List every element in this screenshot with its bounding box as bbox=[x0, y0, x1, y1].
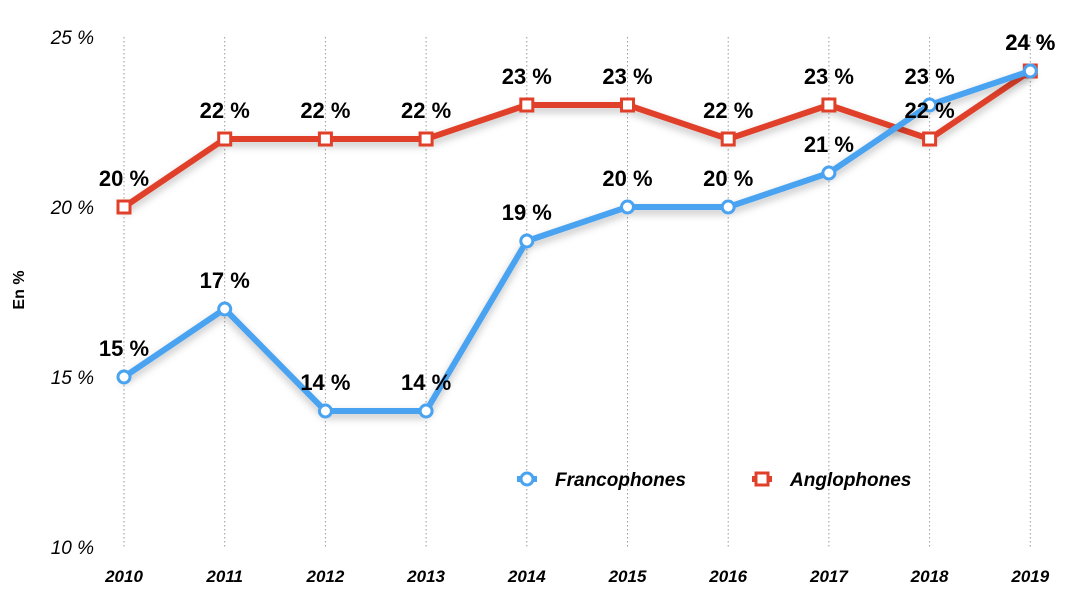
data-label-anglophones-2019: 24 % bbox=[1005, 30, 1055, 55]
point-francophones-2017 bbox=[821, 165, 837, 181]
legend-label-anglophones: Anglophones bbox=[789, 470, 911, 491]
data-label-anglophones-2012: 22 % bbox=[300, 98, 350, 123]
data-label-anglophones-2010: 20 % bbox=[99, 166, 149, 191]
point-anglophones-2017 bbox=[821, 97, 837, 113]
point-francophones-2016 bbox=[720, 199, 736, 215]
data-label-francophones-2015: 20 % bbox=[602, 166, 652, 191]
point-francophones-2018 bbox=[922, 97, 938, 113]
data-label-anglophones-2011: 22 % bbox=[200, 98, 250, 123]
legend-label-francophones: Francophones bbox=[555, 470, 686, 491]
point-anglophones-2015 bbox=[620, 97, 635, 113]
data-label-francophones-2010: 15 % bbox=[99, 336, 149, 361]
x-tick-label: 2018 bbox=[910, 567, 949, 586]
series-francophones bbox=[116, 63, 1038, 419]
data-label-francophones-2013: 14 % bbox=[401, 370, 451, 395]
data-label-anglophones-2017: 23 % bbox=[804, 64, 854, 89]
data-label-anglophones-2014: 23 % bbox=[502, 64, 552, 89]
data-label-anglophones-2018: 22 % bbox=[905, 98, 955, 123]
legend-marker-francophones bbox=[519, 471, 535, 487]
x-tick-label: 2012 bbox=[305, 567, 344, 586]
x-tick-label: 2015 bbox=[608, 567, 647, 586]
x-tick-label: 2014 bbox=[507, 567, 546, 586]
point-anglophones-2014 bbox=[519, 97, 535, 113]
data-label-francophones-2019: 24 % bbox=[1005, 30, 1055, 55]
x-tick-label: 2019 bbox=[1010, 567, 1049, 586]
series-layer bbox=[116, 63, 1038, 419]
point-anglophones-2013 bbox=[418, 131, 434, 147]
data-label-francophones-2014: 19 % bbox=[502, 200, 552, 225]
point-anglophones-2011 bbox=[217, 131, 233, 147]
data-label-francophones-2018: 23 % bbox=[905, 64, 955, 89]
series-line-francophones bbox=[121, 68, 1034, 414]
series-line-anglophones bbox=[121, 68, 1034, 210]
y-tick-label: 15 % bbox=[51, 368, 94, 389]
grid-lines bbox=[123, 37, 1031, 547]
data-label-francophones-2011: 17 % bbox=[200, 268, 250, 293]
point-francophones-2011 bbox=[217, 301, 233, 317]
y-tick-label: 25 % bbox=[50, 28, 94, 49]
y-axis-title: En % bbox=[11, 270, 28, 309]
legend-item-anglophones: Anglophones bbox=[752, 470, 911, 491]
x-tick-label: 2011 bbox=[205, 567, 243, 586]
data-label-francophones-2017: 21 % bbox=[804, 132, 854, 157]
point-francophones-2014 bbox=[519, 233, 535, 249]
data-label-anglophones-2016: 22 % bbox=[703, 98, 753, 123]
x-tick-label: 2010 bbox=[104, 567, 143, 586]
series-anglophones bbox=[116, 63, 1038, 215]
data-label-anglophones-2013: 22 % bbox=[401, 98, 451, 123]
point-francophones-2013 bbox=[418, 403, 434, 419]
point-francophones-2015 bbox=[620, 199, 635, 215]
data-label-francophones-2016: 20 % bbox=[703, 166, 753, 191]
point-anglophones-2012 bbox=[317, 131, 333, 147]
data-labels: 15 % 17 % 14 % 14 % 19 % 20 % 20 % 21 % 23 % 24 %… bbox=[99, 30, 1055, 395]
x-axis-ticks: 2010 2011 2012 2013 2014 2015 2016 2017 2018 2019 bbox=[104, 567, 1050, 586]
data-label-anglophones-2015: 23 % bbox=[602, 64, 652, 89]
x-tick-label: 2016 bbox=[708, 567, 747, 586]
y-tick-label: 20 % bbox=[50, 198, 94, 219]
point-anglophones-2010 bbox=[116, 199, 132, 215]
point-francophones-2019 bbox=[1022, 63, 1038, 79]
point-francophones-2012 bbox=[317, 403, 333, 419]
y-axis-ticks: 10 % 15 % 20 % 25 % bbox=[50, 28, 94, 559]
x-tick-label: 2017 bbox=[809, 567, 849, 586]
point-anglophones-2016 bbox=[720, 131, 736, 147]
data-label-francophones-2012: 14 % bbox=[300, 370, 350, 395]
point-anglophones-2018 bbox=[922, 131, 938, 147]
legend-item-francophones: Francophones bbox=[517, 470, 686, 491]
x-tick-label: 2013 bbox=[406, 567, 445, 586]
legend: Francophones Anglophones bbox=[517, 470, 911, 491]
legend-marker-anglophones bbox=[754, 471, 770, 487]
y-tick-label: 10 % bbox=[51, 538, 94, 559]
point-francophones-2010 bbox=[116, 369, 132, 385]
